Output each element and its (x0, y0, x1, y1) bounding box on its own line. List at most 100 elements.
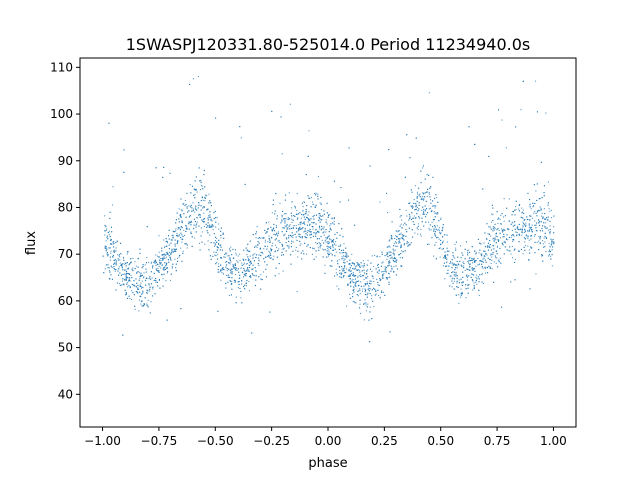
x-tick-label: 0.75 (484, 434, 511, 448)
x-tick-label: −0.25 (253, 434, 290, 448)
data-point (514, 248, 516, 250)
data-point (543, 246, 545, 248)
data-point (269, 241, 271, 243)
data-point (445, 257, 447, 259)
data-point (335, 241, 337, 243)
data-point (539, 230, 541, 232)
data-point (194, 180, 196, 182)
data-point (445, 265, 447, 267)
data-point (545, 112, 547, 114)
data-point (342, 236, 344, 238)
data-point (201, 185, 203, 187)
data-point (536, 241, 538, 243)
data-point (218, 271, 220, 273)
data-point (193, 224, 195, 226)
data-point (436, 229, 438, 231)
data-point (518, 208, 520, 210)
data-point (188, 216, 190, 218)
data-point (477, 276, 479, 278)
data-point (137, 257, 139, 259)
data-point (440, 243, 442, 245)
data-point (484, 266, 486, 268)
data-point (218, 243, 220, 245)
data-point (213, 218, 215, 220)
data-point (358, 269, 360, 271)
data-point (220, 279, 222, 281)
data-point (363, 265, 365, 267)
data-point (105, 226, 107, 228)
data-point (525, 234, 527, 236)
data-point (322, 215, 324, 217)
data-point (359, 307, 361, 309)
data-point (416, 193, 418, 195)
data-point (167, 259, 169, 261)
data-point (373, 266, 375, 268)
data-point (379, 279, 381, 281)
data-point (328, 253, 330, 255)
data-point (442, 236, 444, 238)
data-point (186, 228, 188, 230)
data-point (456, 265, 458, 267)
data-point (436, 237, 438, 239)
data-point (122, 269, 124, 271)
data-point (543, 185, 545, 187)
data-point (176, 212, 178, 214)
data-point (177, 260, 179, 262)
data-point (357, 269, 359, 271)
data-point (344, 265, 346, 267)
data-point (528, 239, 530, 241)
data-point (230, 272, 232, 274)
data-point (194, 211, 196, 213)
data-point (225, 266, 227, 268)
data-point (284, 199, 286, 201)
data-point (245, 270, 247, 272)
data-point (178, 256, 180, 258)
data-point (469, 257, 471, 259)
data-point (372, 275, 374, 277)
data-point (386, 258, 388, 260)
data-point (309, 223, 311, 225)
data-point (258, 265, 260, 267)
data-point (128, 264, 130, 266)
data-point (139, 248, 141, 250)
data-point (214, 240, 216, 242)
y-tick-label: 100 (50, 107, 73, 121)
data-point (334, 248, 336, 250)
data-point (296, 231, 298, 233)
data-point (119, 272, 121, 274)
data-point (326, 256, 328, 258)
data-point (514, 214, 516, 216)
data-point (305, 174, 307, 176)
data-point (423, 198, 425, 200)
data-point (174, 248, 176, 250)
data-point (296, 209, 298, 211)
data-point (524, 241, 526, 243)
data-point (295, 246, 297, 248)
data-point (271, 237, 273, 239)
data-point (225, 282, 227, 284)
data-point (115, 258, 117, 260)
data-point (175, 235, 177, 237)
data-point (294, 233, 296, 235)
data-point (337, 263, 339, 265)
data-point (250, 261, 252, 263)
data-point (541, 254, 543, 256)
data-point (110, 250, 112, 252)
data-point (456, 286, 458, 288)
data-point (408, 219, 410, 221)
data-point (362, 266, 364, 268)
data-point (492, 253, 494, 255)
data-point (123, 259, 125, 261)
data-point (485, 253, 487, 255)
data-point (161, 250, 163, 252)
data-point (355, 281, 357, 283)
data-point (494, 255, 496, 257)
data-point (411, 207, 413, 209)
data-point (300, 222, 302, 224)
data-point (351, 279, 353, 281)
data-point (324, 240, 326, 242)
data-point (533, 212, 535, 214)
data-point (185, 243, 187, 245)
data-point (181, 234, 183, 236)
